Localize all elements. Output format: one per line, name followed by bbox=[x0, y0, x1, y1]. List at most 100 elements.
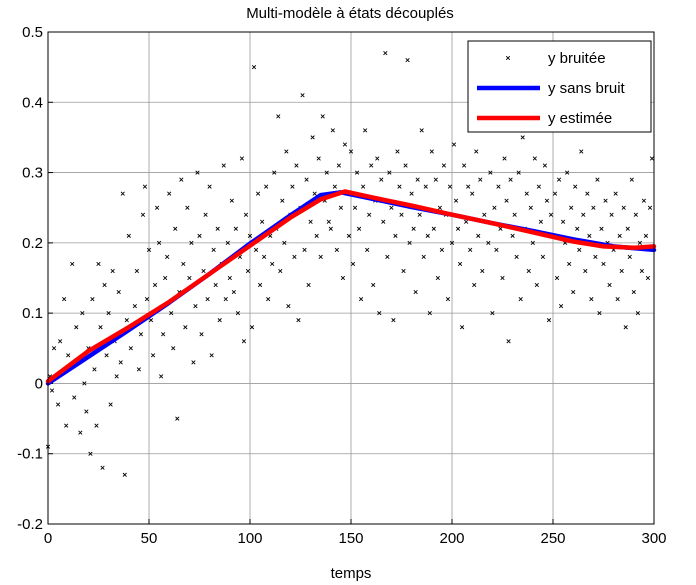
data-point bbox=[455, 226, 461, 231]
data-point bbox=[185, 205, 190, 210]
data-point bbox=[167, 191, 172, 196]
data-point bbox=[405, 57, 410, 63]
data-point bbox=[221, 163, 226, 168]
data-point bbox=[118, 360, 123, 365]
data-point bbox=[286, 303, 291, 309]
data-point bbox=[381, 219, 386, 224]
data-point bbox=[354, 170, 360, 175]
data-point bbox=[597, 311, 602, 316]
data-point bbox=[391, 318, 396, 323]
data-point bbox=[132, 303, 137, 309]
data-point bbox=[421, 254, 426, 260]
data-point bbox=[150, 353, 156, 358]
data-point bbox=[639, 268, 644, 274]
data-point bbox=[500, 275, 505, 281]
data-point bbox=[528, 205, 533, 210]
data-point bbox=[328, 226, 333, 231]
data-point bbox=[508, 177, 513, 182]
data-point bbox=[419, 128, 424, 133]
data-point bbox=[342, 142, 348, 147]
data-point bbox=[609, 212, 614, 217]
data-point bbox=[189, 240, 194, 245]
data-point bbox=[556, 177, 562, 182]
data-point bbox=[201, 268, 206, 274]
data-point bbox=[375, 156, 380, 161]
data-point bbox=[197, 233, 202, 238]
data-point bbox=[532, 156, 537, 161]
data-point bbox=[84, 409, 89, 414]
data-point bbox=[403, 163, 408, 168]
data-point bbox=[520, 135, 525, 140]
data-point bbox=[124, 318, 129, 323]
data-point bbox=[635, 311, 640, 316]
data-point bbox=[573, 184, 578, 189]
data-point bbox=[371, 282, 376, 288]
data-point bbox=[603, 198, 608, 203]
data-point bbox=[90, 296, 95, 302]
data-point bbox=[193, 303, 198, 309]
data-point bbox=[415, 177, 420, 182]
data-point bbox=[173, 226, 178, 231]
data-point bbox=[367, 212, 372, 217]
data-point bbox=[296, 318, 301, 323]
data-point bbox=[215, 226, 220, 231]
data-point bbox=[411, 226, 416, 231]
data-point bbox=[633, 212, 638, 217]
data-point bbox=[435, 275, 440, 281]
y-tick-label: -0.2 bbox=[17, 516, 43, 533]
data-point bbox=[94, 423, 99, 428]
data-point bbox=[225, 240, 230, 245]
data-point bbox=[148, 318, 154, 323]
data-point bbox=[324, 170, 329, 175]
data-point bbox=[199, 332, 204, 337]
data-point bbox=[387, 170, 392, 175]
data-point bbox=[352, 205, 358, 210]
data-point bbox=[385, 254, 390, 260]
data-point bbox=[401, 268, 406, 274]
data-point bbox=[629, 177, 634, 182]
data-point bbox=[534, 282, 539, 288]
data-point bbox=[278, 268, 283, 274]
data-point bbox=[205, 296, 210, 302]
data-point bbox=[552, 191, 558, 196]
y-tick-label: 0.2 bbox=[22, 235, 43, 252]
data-point bbox=[280, 198, 285, 203]
data-point bbox=[423, 184, 428, 189]
x-tick-label: 300 bbox=[641, 530, 666, 547]
data-point bbox=[114, 374, 119, 379]
data-point bbox=[348, 149, 354, 154]
data-point bbox=[395, 149, 400, 154]
data-point bbox=[643, 233, 649, 238]
data-point bbox=[245, 268, 251, 274]
data-point bbox=[476, 233, 481, 238]
data-point bbox=[346, 233, 352, 238]
data-point bbox=[96, 261, 101, 267]
data-point bbox=[152, 282, 158, 288]
data-point bbox=[338, 205, 344, 210]
data-point bbox=[249, 325, 255, 330]
data-point bbox=[66, 353, 71, 358]
data-point bbox=[504, 198, 509, 203]
data-point bbox=[159, 374, 164, 379]
data-point bbox=[312, 191, 317, 196]
data-point bbox=[453, 198, 459, 203]
data-point bbox=[623, 325, 628, 330]
data-point bbox=[470, 191, 475, 196]
data-point bbox=[464, 219, 469, 224]
data-point bbox=[506, 339, 511, 344]
data-point bbox=[332, 184, 337, 189]
data-point bbox=[175, 416, 180, 421]
data-point bbox=[142, 184, 148, 189]
data-point bbox=[544, 198, 550, 203]
data-point bbox=[577, 247, 582, 253]
data-point bbox=[49, 388, 55, 393]
data-point bbox=[320, 114, 325, 119]
data-point bbox=[369, 163, 374, 168]
legend-swatch-markers bbox=[505, 55, 511, 61]
data-point bbox=[257, 282, 263, 288]
data-point bbox=[379, 177, 384, 182]
data-point bbox=[439, 247, 445, 253]
data-point bbox=[585, 191, 590, 196]
x-tick-label: 200 bbox=[439, 530, 464, 547]
y-tick-label: 0.5 bbox=[22, 24, 43, 41]
